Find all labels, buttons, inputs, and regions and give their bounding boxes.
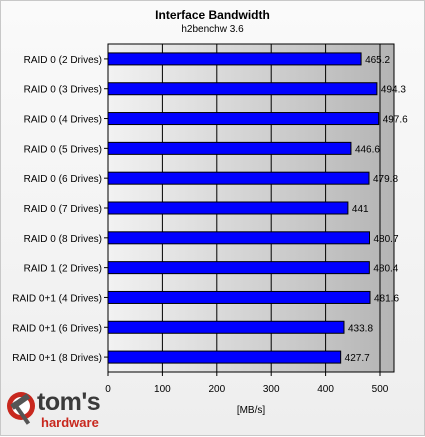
bar-value-label: 433.8 — [348, 323, 373, 334]
logo-text: tom's — [37, 388, 101, 416]
category-label: RAID 0 (5 Drives) — [24, 144, 102, 155]
category-label: RAID 0+1 (6 Drives) — [12, 323, 102, 334]
category-label: RAID 0 (4 Drives) — [24, 115, 102, 126]
bar — [107, 320, 345, 334]
x-tick-label: 0 — [105, 384, 111, 395]
x-tick-label: 300 — [263, 384, 280, 395]
category-label: RAID 0 (7 Drives) — [24, 204, 102, 215]
bar — [107, 52, 362, 66]
bar — [107, 350, 342, 364]
chart-subtitle: h2benchw 3.6 — [181, 24, 244, 35]
category-label: RAID 0+1 (4 Drives) — [12, 293, 102, 304]
x-axis-label: [MB/s] — [237, 405, 266, 416]
chart-title: Interface Bandwidth — [155, 8, 270, 22]
y-axis: RAID 0 (2 Drives) RAID 0 (3 Drives) RAID 0… — [12, 55, 108, 364]
x-axis: 0 100 200 300 400 500 — [105, 372, 389, 395]
bar-series: 465.2 494.3 497.6 446.6 479.8 441 480.7 480.4 48… — [107, 52, 408, 364]
category-label: RAID 1 (2 Drives) — [24, 264, 102, 275]
bar-value-label: 480.7 — [374, 234, 399, 245]
bar-value-label: 441 — [352, 204, 369, 215]
bar-value-label: 479.8 — [373, 174, 398, 185]
hammer-icon — [7, 392, 35, 425]
category-label: RAID 0 (2 Drives) — [24, 55, 102, 66]
bar — [107, 231, 371, 245]
category-label: RAID 0 (8 Drives) — [24, 234, 102, 245]
x-tick-label: 500 — [372, 384, 389, 395]
bar-value-label: 446.6 — [355, 144, 380, 155]
logo-subtext: hardware — [41, 415, 99, 430]
bar — [107, 290, 371, 304]
category-label: RAID 0 (6 Drives) — [24, 174, 102, 185]
category-label: RAID 0 (3 Drives) — [24, 85, 102, 96]
category-label: RAID 0+1 (8 Drives) — [12, 353, 102, 364]
bar-value-label: 494.3 — [381, 85, 406, 96]
x-tick-label: 400 — [317, 384, 334, 395]
toms-hardware-logo: tom's hardware — [4, 388, 114, 434]
bar — [107, 141, 352, 155]
bar — [107, 261, 370, 275]
bar — [107, 112, 380, 126]
bar — [107, 82, 378, 96]
bar-value-label: 497.6 — [383, 115, 408, 126]
bar — [107, 201, 349, 215]
bar-value-label: 480.4 — [373, 264, 398, 275]
x-tick-label: 200 — [208, 384, 225, 395]
bar-value-label: 465.2 — [365, 55, 390, 66]
bar-value-label: 427.7 — [345, 353, 370, 364]
x-tick-label: 100 — [154, 384, 171, 395]
bar-value-label: 481.6 — [374, 293, 399, 304]
bar — [107, 171, 370, 185]
